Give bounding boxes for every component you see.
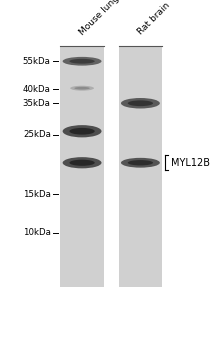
Ellipse shape bbox=[63, 57, 102, 66]
Ellipse shape bbox=[128, 160, 153, 166]
Text: 55kDa: 55kDa bbox=[23, 57, 51, 66]
Ellipse shape bbox=[74, 87, 90, 90]
Ellipse shape bbox=[70, 59, 95, 64]
Bar bbox=[60, 46, 104, 287]
Text: 10kDa: 10kDa bbox=[23, 228, 51, 237]
Text: Rat brain: Rat brain bbox=[136, 1, 172, 37]
Ellipse shape bbox=[63, 157, 102, 168]
Ellipse shape bbox=[121, 158, 160, 168]
Text: 25kDa: 25kDa bbox=[23, 130, 51, 139]
Bar bbox=[119, 46, 162, 287]
Text: MYL12B: MYL12B bbox=[171, 158, 210, 168]
Ellipse shape bbox=[70, 86, 94, 91]
Text: 40kDa: 40kDa bbox=[23, 85, 51, 94]
Ellipse shape bbox=[70, 128, 95, 135]
Ellipse shape bbox=[63, 125, 102, 137]
Text: 35kDa: 35kDa bbox=[23, 99, 51, 108]
Ellipse shape bbox=[70, 160, 95, 166]
Ellipse shape bbox=[121, 98, 160, 108]
Text: 15kDa: 15kDa bbox=[23, 190, 51, 199]
Ellipse shape bbox=[128, 100, 153, 106]
Text: Mouse lung: Mouse lung bbox=[78, 0, 121, 37]
